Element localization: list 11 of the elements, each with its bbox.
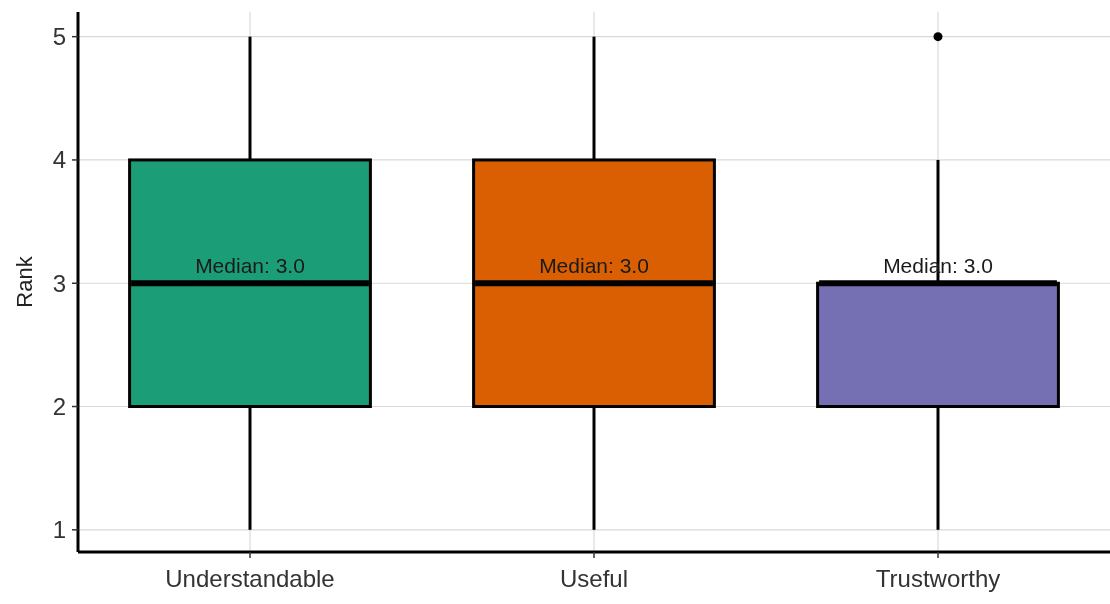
y-tick-label: 1 <box>52 516 66 544</box>
x-tick-label: Useful <box>559 565 629 592</box>
annotation: Median: 3.0 <box>539 254 649 278</box>
y-tick-label: 5 <box>52 23 66 51</box>
x-tick-label: Trustworthy <box>875 565 1001 592</box>
y-axis-title: Rank <box>12 255 37 308</box>
y-tick-label: 4 <box>52 146 66 174</box>
y-tick-label: 3 <box>52 269 66 297</box>
annotation: Median: 3.0 <box>195 254 305 278</box>
x-tick-label: Understandable <box>165 565 335 592</box>
y-tick-label: 2 <box>52 392 66 420</box>
